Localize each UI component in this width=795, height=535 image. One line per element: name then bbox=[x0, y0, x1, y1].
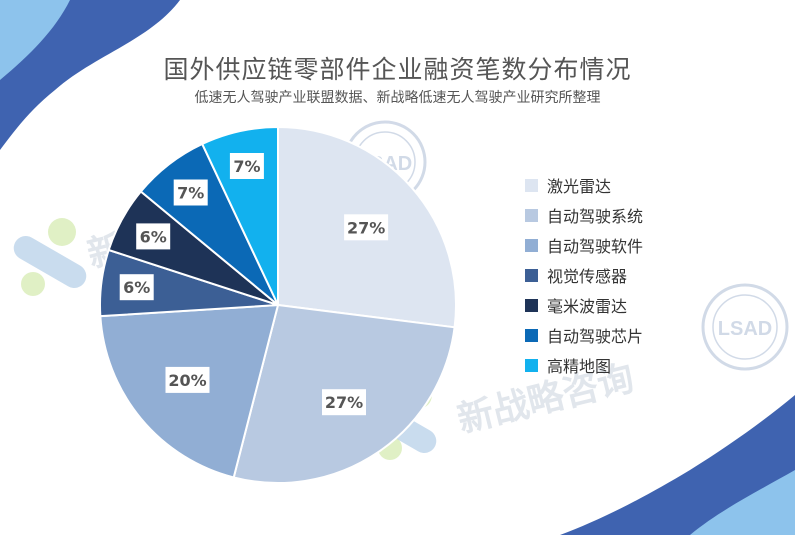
data-label-box bbox=[165, 366, 210, 393]
data-label-text: 20% bbox=[168, 371, 206, 390]
legend-label: 激光雷达 bbox=[547, 177, 612, 196]
legend-item: 高精地图 bbox=[525, 350, 643, 380]
data-label-box bbox=[229, 153, 264, 179]
seal-watermark: LSAD bbox=[701, 283, 789, 371]
data-label-box bbox=[119, 274, 154, 301]
data-label: 20% bbox=[165, 366, 210, 393]
legend-swatch bbox=[525, 328, 538, 342]
data-label-box bbox=[136, 223, 171, 250]
legend-label: 自动驾驶软件 bbox=[547, 237, 644, 256]
legend-label: 自动驾驶芯片 bbox=[547, 327, 644, 346]
legend-swatch bbox=[525, 238, 538, 252]
legend-item: 自动驾驶系统 bbox=[525, 200, 643, 230]
corner-wave-top-left-light bbox=[0, 0, 70, 80]
legend-swatch bbox=[525, 298, 538, 312]
legend-item: 视觉传感器 bbox=[525, 260, 643, 290]
legend-label: 自动驾驶系统 bbox=[547, 207, 644, 226]
bubble-deco bbox=[21, 272, 45, 296]
legend-item: 自动驾驶芯片 bbox=[525, 320, 643, 350]
legend-label: 毫米波雷达 bbox=[547, 297, 628, 316]
data-label-text: 7% bbox=[177, 184, 204, 203]
data-label: 7% bbox=[173, 179, 208, 206]
chart-subtitle: 低速无人驾驶产业联盟数据、新战略低速无人驾驶产业研究所整理 bbox=[194, 90, 601, 106]
data-label-box bbox=[344, 214, 389, 241]
corner-wave-bottom-right-dark bbox=[560, 395, 795, 535]
corner-wave-bottom-right-light bbox=[690, 470, 795, 535]
data-label: 6% bbox=[136, 223, 171, 250]
chart-title: 国外供应链零部件企业融资笔数分布情况 bbox=[163, 55, 632, 84]
seal-text: LSAD bbox=[718, 318, 772, 340]
data-label-text: 6% bbox=[140, 227, 167, 246]
legend-label: 视觉传感器 bbox=[547, 267, 628, 286]
legend-label: 高精地图 bbox=[547, 357, 612, 376]
legend-swatch bbox=[525, 358, 538, 372]
data-label-text: 7% bbox=[233, 157, 260, 176]
data-label-box bbox=[173, 179, 208, 206]
data-label: 6% bbox=[119, 274, 154, 301]
data-label: 27% bbox=[322, 389, 366, 416]
legend: 激光雷达自动驾驶系统 自动驾驶软件 视觉传感器毫米波雷达自动驾驶芯片 高精地图 bbox=[525, 170, 643, 380]
data-label-text: 27% bbox=[325, 393, 363, 412]
pill-deco bbox=[13, 236, 87, 288]
bubble-deco bbox=[48, 218, 76, 246]
legend-item: 自动驾驶软件 bbox=[525, 230, 643, 260]
legend-swatch bbox=[525, 208, 538, 222]
data-label: 7% bbox=[229, 153, 264, 179]
legend-swatch bbox=[525, 178, 538, 192]
legend-item: 毫米波雷达 bbox=[525, 290, 643, 320]
data-label-text: 6% bbox=[123, 278, 150, 297]
data-label-box bbox=[322, 389, 366, 416]
corner-wave-top-left-dark bbox=[0, 0, 180, 150]
legend-item: 激光雷达 bbox=[525, 170, 643, 200]
legend-swatch bbox=[525, 268, 538, 282]
data-label-text: 27% bbox=[347, 218, 385, 237]
data-label: 27% bbox=[344, 214, 389, 241]
